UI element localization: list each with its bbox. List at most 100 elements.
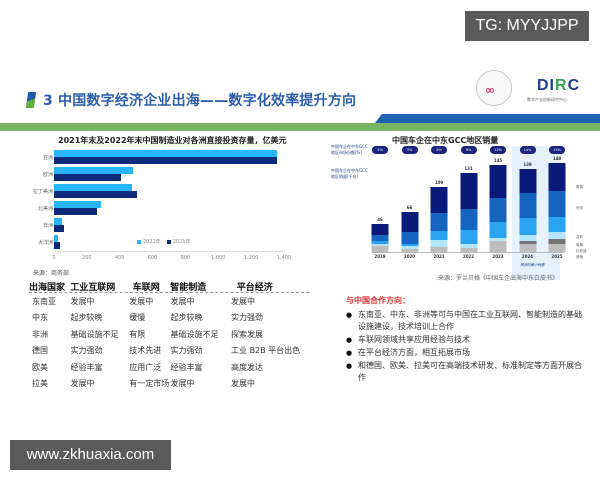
- table-cell: 技术先进: [129, 346, 162, 356]
- chart2-share-pill: 2%: [372, 146, 388, 154]
- chart2-column: [489, 165, 507, 252]
- chart2-year-label: 2020: [403, 254, 416, 259]
- legend-label-2022: 2022年: [143, 239, 161, 245]
- legend-2021: 2021年: [166, 238, 191, 245]
- table-cell: 拉美: [32, 379, 48, 389]
- chart1-bar-2022年: [54, 150, 278, 157]
- chart1-x-tick: 600: [147, 255, 158, 261]
- chart2-year-label: 2025: [551, 254, 563, 259]
- chart1-x-tick: 200: [82, 255, 92, 261]
- table-row: 非洲 基础设施不足 有限 基础设施不足 探索发展: [29, 326, 309, 343]
- chart2-segment-哈弗: [519, 234, 536, 241]
- chart2-segment-吉利: [430, 231, 448, 240]
- table-cell: 实力强劲: [170, 346, 203, 356]
- table-cell: 应用广泛: [129, 362, 162, 372]
- chart1-category-label: 欧洲: [42, 172, 53, 178]
- chart2-year-label: 2022: [462, 254, 475, 259]
- chart1-x-tick: 800: [180, 255, 191, 261]
- chart2-total-label: 66: [406, 205, 413, 211]
- chart2-column: [371, 224, 389, 252]
- chart2-segment-吉利: [489, 222, 507, 238]
- chart1-category-label: 亚洲: [42, 155, 53, 161]
- chart2-segment-长安: [371, 235, 389, 242]
- table-cell: 缓慢: [129, 313, 146, 323]
- chart2-total-label: 46: [377, 217, 383, 223]
- chart2-segment-奇瑞: [371, 224, 389, 236]
- cooperation-section: 与中国合作方向： ● 东南亚、中东、非洲等可与中国在工业互联网、智能制造的基础设施…: [346, 295, 586, 385]
- chart2-segment-吉利: [371, 241, 389, 244]
- dirc-logo-subtitle: 数字产业创新研究中心: [527, 97, 567, 102]
- table-cell: 中东: [32, 313, 48, 323]
- table-cell: 基础设施不足: [70, 329, 119, 339]
- table-header-cell: 出海国家: [29, 283, 66, 293]
- table-cell: 发展中: [70, 379, 95, 389]
- table-row: 东南亚 发展中 发展中 发展中 发展中: [29, 293, 309, 310]
- chart2-column: [519, 168, 536, 252]
- chart2-legend-item: 比亚迪: [576, 249, 587, 253]
- table-cell: 基础设施不足: [170, 329, 219, 339]
- chart2-total-label: 148: [552, 156, 562, 162]
- table-cell: 有限: [129, 329, 146, 339]
- cooperation-item-text: 车联网领域共享应用经验与技术: [358, 335, 470, 344]
- logo-text-c: C: [567, 77, 581, 94]
- watermark-website: www.zkhuaxia.com: [10, 440, 171, 470]
- table-cell: 发展中: [129, 296, 154, 306]
- table-header-cell: 工业互联网: [70, 283, 116, 293]
- title-flag-icon: [25, 92, 37, 108]
- table-body: 东南亚 发展中 发展中 发展中 发展中 中东 起步较晚 缓慢 起步较晚 实力强劲 非洲 基础设施不足有…: [29, 293, 309, 392]
- chart2-segment-长安: [519, 192, 536, 218]
- chart2-total-label: 139: [523, 161, 532, 167]
- chart2-column: [548, 163, 566, 252]
- table-cell: 实力强劲: [231, 313, 264, 323]
- chart2-segment-奇瑞: [401, 212, 418, 232]
- table-cell: 非洲: [32, 329, 48, 339]
- chart1-bar-2022年: [54, 167, 133, 174]
- table-cell: 起步较晚: [70, 313, 103, 323]
- chart1-category-label: 大洋洲: [37, 240, 53, 246]
- bullet-icon: ●: [346, 362, 353, 370]
- chart1-bar-2021年: [54, 208, 97, 215]
- legend-swatch-2022: [137, 239, 141, 244]
- chart1-bar-2021年: [54, 174, 122, 181]
- chart1-bar-2022年: [54, 201, 101, 208]
- table-cell: 发展中: [231, 379, 256, 389]
- chart2-segment-奇瑞: [519, 168, 536, 193]
- chart1-category-label: 拉丁美洲: [32, 189, 53, 195]
- watermark-tg: TG: MYYJJPP: [465, 11, 589, 41]
- table-cell: 高度发达: [231, 362, 264, 372]
- table-cell: 经验丰富: [170, 362, 203, 372]
- chart2-legend-item: 其他: [576, 255, 583, 259]
- chart2-segment-比亚迪: [548, 238, 566, 244]
- cooperation-title: 与中国合作方向：: [346, 296, 410, 305]
- table-cell: 发展中: [170, 379, 195, 389]
- header-band-green: [0, 123, 600, 131]
- table-cell: 发展中: [170, 296, 195, 306]
- chart2-legend-item: 吉利: [576, 235, 583, 239]
- chart1-bar-2022年: [54, 235, 58, 242]
- table-cell: 实力强劲: [70, 346, 103, 356]
- chart2-segment-奇瑞: [548, 163, 566, 192]
- chart1-plot-area: [54, 149, 284, 251]
- legend-swatch-2021: [166, 239, 171, 244]
- chart2-segment-其他: [430, 247, 448, 252]
- chart2-share-pill: 12%: [490, 146, 506, 154]
- chart2-legend-item: 奇瑞: [576, 185, 583, 189]
- table-row: 欧美 经验丰富 应用广泛 经验丰富 高度发达: [29, 359, 309, 376]
- slide-title-row: 3 中国数字经济企业出海——数字化效率提升方向: [25, 90, 356, 110]
- logo-text-di: DI: [537, 77, 555, 94]
- bullet-icon: ●: [346, 311, 353, 319]
- chart2-year-label: 2024: [521, 254, 534, 259]
- bullet-icon: ●: [346, 336, 353, 344]
- chart2-share-label: 中国车企在中东GCC地区市场份额[%]: [331, 144, 368, 155]
- logo-text-r: R: [555, 77, 568, 94]
- chart2-segment-哈弗: [460, 243, 477, 249]
- chart2-share-pill: 3%: [401, 146, 418, 154]
- comparison-table: 出海国家 工业互联网 车联网 智能制造 平台经济 东南亚 发展中 发展中 发展中 发展中…: [29, 280, 309, 392]
- chart1-bar-2021年: [54, 191, 137, 198]
- chart2-total-label: 145: [493, 158, 503, 163]
- chart2-segment-其他: [460, 248, 477, 252]
- chart1-x-tick: 400: [114, 255, 125, 261]
- legend-label-2021: 2021年: [172, 239, 191, 245]
- infinity-icon: ∞: [485, 83, 495, 97]
- chart2-legend-item: 长安: [576, 206, 583, 210]
